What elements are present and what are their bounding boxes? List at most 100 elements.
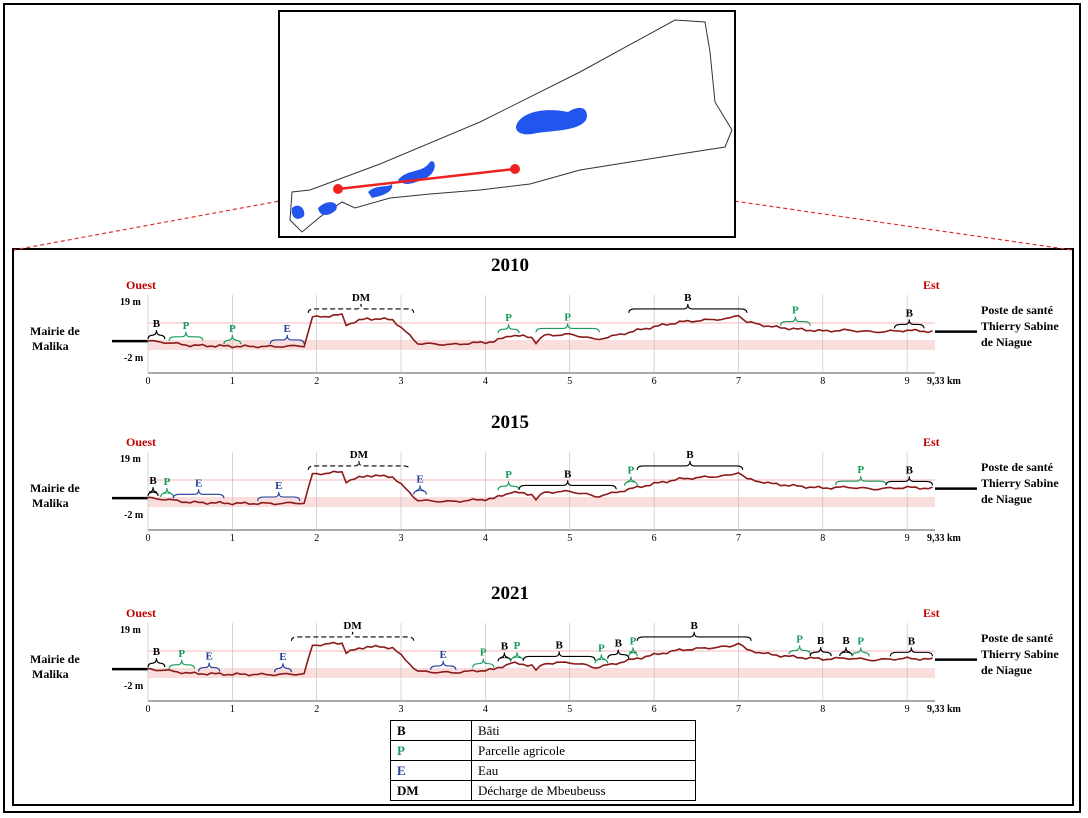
legend-label: Eau	[471, 760, 696, 781]
start-place-label-line1: Mairie de	[30, 324, 80, 338]
zone-label-p: P	[564, 311, 571, 323]
zone-bracket	[497, 481, 520, 491]
chart-title: 2021	[491, 583, 529, 604]
legend-code: B	[390, 720, 472, 741]
zone-bracket	[307, 303, 415, 313]
zone-bracket	[809, 647, 832, 657]
profile-panel-2010: 2010 Ouest Est 19 m -2 m Mairie de Malika Poste…	[20, 255, 1070, 405]
profile-panel-2015: 2015 Ouest Est 19 m -2 m Mairie de Malika Poste…	[20, 412, 1070, 562]
y-min-label: -2 m	[124, 353, 144, 364]
zone-label-dm: DM	[343, 620, 362, 632]
legend-code: DM	[390, 780, 472, 801]
x-tick-label: 7	[736, 533, 741, 544]
x-tick-label: 9	[905, 533, 910, 544]
zone-label-p: P	[480, 647, 487, 659]
zone-label-p: P	[796, 633, 803, 645]
zone-label-p: P	[505, 312, 512, 324]
zone-label-b: B	[908, 635, 916, 647]
start-place-label-line1: Mairie de	[30, 481, 80, 495]
zone-label-b: B	[906, 307, 914, 319]
x-tick-label: 3	[399, 533, 404, 544]
x-tick-label: 4	[483, 704, 488, 715]
reference-band	[148, 668, 935, 678]
zone-label-b: B	[686, 449, 694, 461]
zone-label-dm: DM	[350, 449, 369, 461]
zone-label-b: B	[564, 468, 572, 480]
x-tick-label: 8	[820, 704, 825, 715]
zone-label-b: B	[817, 635, 825, 647]
zone-bracket	[594, 654, 609, 664]
zone-bracket	[834, 476, 887, 486]
location-map	[278, 10, 736, 238]
zone-label-e: E	[440, 649, 447, 661]
legend-row: B Bâti	[390, 720, 696, 741]
x-tick-label: 5	[567, 533, 572, 544]
zone-bracket	[168, 659, 195, 669]
west-label: Ouest	[126, 435, 156, 449]
west-label: Ouest	[126, 278, 156, 292]
zone-label-p: P	[164, 476, 171, 488]
end-place-label-line2: Thierry Sabine	[981, 647, 1059, 661]
x-tick-label: 1	[230, 376, 235, 387]
zone-bracket	[839, 647, 853, 657]
legend-row: E Eau	[390, 760, 696, 781]
zone-label-e: E	[284, 323, 291, 335]
zone-bracket	[168, 331, 204, 341]
transect-end-marker	[510, 164, 520, 174]
zone-bracket	[885, 476, 934, 486]
zone-bracket	[497, 652, 512, 662]
zone-bracket	[147, 658, 166, 668]
zone-bracket	[889, 647, 934, 657]
zone-bracket	[223, 335, 242, 345]
zone-bracket	[307, 460, 411, 470]
x-tick-label: 9	[905, 704, 910, 715]
legend-label: Parcelle agricole	[471, 740, 696, 761]
x-end-label: 9,33 km	[927, 376, 962, 387]
zone-label-b: B	[153, 318, 161, 330]
y-min-label: -2 m	[124, 510, 144, 521]
y-max-label: 19 m	[120, 625, 142, 636]
figure-border	[3, 3, 1081, 813]
zone-bracket	[147, 487, 159, 497]
x-tick-label: 2	[314, 376, 319, 387]
zone-bracket	[624, 476, 638, 486]
zone-bracket	[628, 303, 748, 313]
zone-label-b: B	[691, 620, 699, 632]
legend-code: P	[390, 740, 472, 761]
east-label: Est	[923, 278, 940, 292]
end-place-label-line1: Poste de santé	[981, 631, 1054, 645]
x-tick-label: 4	[483, 533, 488, 544]
zone-label-p: P	[229, 323, 236, 335]
zone-bracket	[147, 330, 166, 340]
profile-panel-2021: 2021 Ouest Est 19 m -2 m Mairie de Malika Poste…	[20, 583, 1070, 733]
zone-bracket	[273, 663, 292, 673]
profile-line	[147, 641, 933, 677]
zone-label-p: P	[183, 320, 190, 332]
x-tick-label: 2	[314, 533, 319, 544]
zone-label-p: P	[514, 640, 521, 652]
zone-bracket	[628, 647, 638, 657]
end-place-label-line1: Poste de santé	[981, 303, 1054, 317]
zone-label-p: P	[792, 305, 799, 317]
end-place-label-line2: Thierry Sabine	[981, 476, 1059, 490]
x-tick-label: 6	[652, 376, 657, 387]
zone-bracket	[636, 460, 744, 470]
map-svg	[289, 19, 733, 233]
zone-bracket	[257, 491, 301, 502]
chart-title: 2015	[491, 412, 529, 433]
zone-bracket	[160, 487, 174, 498]
zone-bracket	[780, 316, 811, 326]
zone-label-p: P	[857, 635, 864, 647]
x-end-label: 9,33 km	[927, 533, 962, 544]
zone-bracket	[893, 319, 925, 329]
zone-label-p: P	[598, 642, 605, 654]
x-end-label: 9,33 km	[927, 704, 962, 715]
zone-bracket	[413, 485, 427, 495]
zone-label-b: B	[906, 464, 914, 476]
zone-bracket	[788, 645, 811, 655]
x-tick-label: 0	[146, 376, 151, 387]
start-place-label-line2: Malika	[32, 667, 69, 681]
zone-bracket	[172, 489, 225, 499]
east-label: Est	[923, 606, 940, 620]
